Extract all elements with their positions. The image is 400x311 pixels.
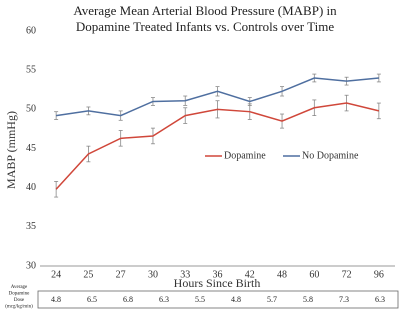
y-tick-label: 35	[26, 221, 36, 232]
y-tick-label: 30	[26, 260, 36, 271]
dose-value: 5.5	[195, 295, 205, 304]
legend-label: Dopamine	[224, 150, 266, 161]
y-tick-label: 60	[26, 25, 36, 36]
x-tick-label: 27	[116, 269, 126, 280]
y-tick-label: 40	[26, 182, 36, 193]
x-tick-label: 60	[309, 269, 319, 280]
dose-label: Dopamine	[9, 292, 31, 297]
x-tick-label: 24	[51, 269, 61, 280]
dose-label: Dose	[14, 298, 25, 303]
x-tick-label: 33	[180, 269, 190, 280]
chart-title: Dopamine Treated Infants vs. Controls ov…	[76, 19, 334, 34]
x-axis-label: Hours Since Birth	[174, 276, 261, 290]
dose-value: 5.8	[303, 295, 313, 304]
y-tick-label: 55	[26, 64, 36, 75]
x-tick-label: 36	[213, 269, 223, 280]
y-tick-label: 50	[26, 104, 36, 115]
dose-label: Average	[11, 285, 28, 290]
x-tick-label: 30	[148, 269, 158, 280]
x-tick-label: 48	[277, 269, 287, 280]
dose-label: (mcg/kg/min)	[5, 305, 33, 310]
series-line	[56, 77, 379, 117]
chart-title: Average Mean Arterial Blood Pressure (MA…	[73, 3, 337, 18]
dose-value: 6.8	[123, 295, 133, 304]
series-line	[55, 102, 380, 190]
dose-table	[37, 290, 399, 309]
dose-value: 4.8	[231, 295, 241, 304]
x-tick-label: 72	[342, 269, 352, 280]
dose-value: 5.7	[267, 295, 277, 304]
dose-value: 7.3	[339, 295, 349, 304]
dose-value: 6.5	[87, 295, 97, 304]
dose-value: 6.3	[375, 295, 385, 304]
y-tick-label: 45	[26, 143, 36, 154]
x-tick-label: 96	[374, 269, 384, 280]
x-tick-label: 25	[83, 269, 93, 280]
y-axis-label: MABP (mmHg)	[4, 111, 18, 189]
dose-value: 4.8	[51, 295, 61, 304]
dose-value: 6.3	[159, 295, 169, 304]
x-tick-label: 42	[245, 269, 255, 280]
legend-label: No Dopamine	[302, 150, 359, 161]
